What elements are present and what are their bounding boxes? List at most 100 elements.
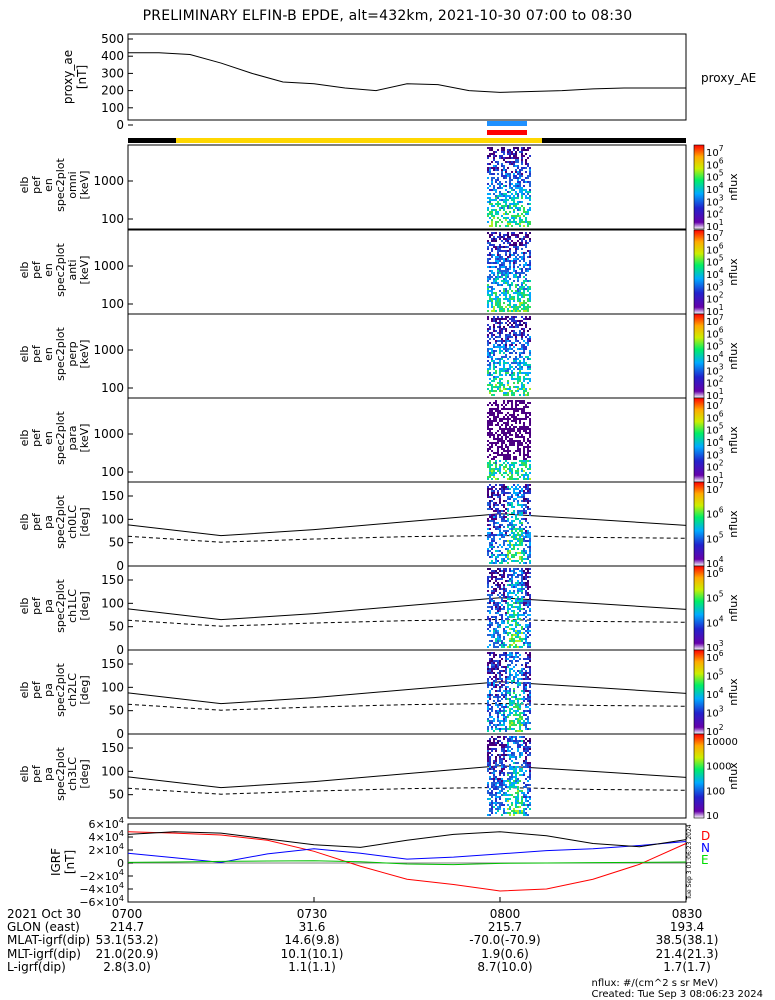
heatmap-cell	[507, 420, 509, 422]
heatmap-cell	[527, 662, 529, 664]
heatmap-cell	[507, 436, 509, 438]
heatmap-cell	[499, 578, 501, 580]
heatmap-cell	[523, 600, 525, 602]
heatmap-cell	[503, 558, 505, 560]
heatmap-cell	[503, 290, 505, 292]
footer-row-value: 0800	[489, 907, 521, 921]
heatmap-cell	[489, 298, 491, 300]
heatmap-cell	[515, 408, 517, 410]
heatmap-cell	[497, 203, 499, 205]
heatmap-cell	[515, 704, 517, 706]
heatmap-cell	[501, 704, 503, 706]
heatmap-cell	[523, 540, 525, 542]
heatmap-cell	[523, 668, 525, 670]
heatmap-cell	[519, 802, 521, 804]
heatmap-cell	[501, 454, 503, 456]
heatmap-cell	[503, 764, 505, 766]
loss-cone-line	[127, 681, 687, 705]
heatmap-cell	[493, 320, 495, 322]
heatmap-cell	[487, 428, 489, 430]
heatmap-cell	[509, 260, 511, 262]
heatmap-cell	[519, 768, 521, 770]
heatmap-cell	[521, 702, 523, 704]
heatmap-cell	[511, 644, 513, 646]
heatmap-cell	[511, 592, 513, 594]
heatmap-cell	[513, 808, 515, 810]
heatmap-cell	[505, 540, 507, 542]
heatmap-cell	[513, 544, 515, 546]
heatmap-cell	[527, 304, 529, 306]
heatmap-cell	[511, 478, 513, 480]
heatmap-cell	[507, 690, 509, 692]
heatmap-cell	[513, 185, 515, 187]
heatmap-cell	[493, 582, 495, 584]
heatmap-cell	[491, 215, 493, 217]
heatmap-cell	[509, 644, 511, 646]
heatmap-cell	[515, 400, 517, 402]
heatmap-cell	[497, 602, 499, 604]
heatmap-cell	[489, 792, 491, 794]
heatmap-cell	[511, 616, 513, 618]
panel-tick-label: 150	[101, 489, 124, 503]
heatmap-cell	[525, 472, 527, 474]
heatmap-cell	[521, 412, 523, 414]
heatmap-cell	[527, 546, 529, 548]
heatmap-cell	[517, 560, 519, 562]
heatmap-cell	[499, 670, 501, 672]
heatmap-cell	[487, 306, 489, 308]
heatmap-cell	[497, 268, 499, 270]
heatmap-cell	[499, 638, 501, 640]
heatmap-cell	[527, 792, 529, 794]
heatmap-cell	[499, 690, 501, 692]
heatmap-cell	[495, 432, 497, 434]
heatmap-cell	[527, 576, 529, 578]
heatmap-cell	[497, 666, 499, 668]
heatmap-cell	[515, 622, 517, 624]
heatmap-cell	[491, 520, 493, 522]
heatmap-cell	[501, 318, 503, 320]
side-timestamp: Tue Sep 3 01:06:23 2024	[686, 824, 693, 900]
heatmap-cell	[523, 330, 525, 332]
heatmap-cell	[491, 640, 493, 642]
heatmap-cell	[509, 782, 511, 784]
heatmap-cell	[525, 674, 527, 676]
heatmap-cell	[517, 618, 519, 620]
heatmap-cell	[511, 784, 513, 786]
heatmap-cell	[497, 262, 499, 264]
heatmap-cell	[529, 338, 531, 340]
heatmap-cell	[505, 252, 507, 254]
heatmap-cell	[509, 334, 511, 336]
heatmap-cell	[489, 714, 491, 716]
heatmap-cell	[519, 187, 521, 189]
heatmap-cell	[497, 788, 499, 790]
heatmap-cell	[495, 510, 497, 512]
heatmap-cell	[491, 554, 493, 556]
heatmap-cell	[519, 225, 521, 227]
heatmap-cell	[525, 510, 527, 512]
heatmap-cell	[515, 664, 517, 666]
igrf-tick-label: 4×104	[89, 828, 124, 844]
panel-ylabel-line: [deg]	[78, 591, 91, 620]
heatmap-cell	[487, 462, 489, 464]
heatmap-cell	[503, 788, 505, 790]
heatmap-cell	[517, 258, 519, 260]
heatmap-cell	[495, 572, 497, 574]
heatmap-cell	[491, 784, 493, 786]
heatmap-cell	[487, 672, 489, 674]
heatmap-cell	[491, 336, 493, 338]
heatmap-cell	[495, 408, 497, 410]
heatmap-cell	[521, 670, 523, 672]
heatmap-cell	[511, 520, 513, 522]
heatmap-cell	[493, 420, 495, 422]
heatmap-cell	[503, 250, 505, 252]
heatmap-cell	[497, 754, 499, 756]
heatmap-cell	[507, 340, 509, 342]
heatmap-cell	[513, 670, 515, 672]
heatmap-cell	[497, 282, 499, 284]
heatmap-cell	[499, 386, 501, 388]
heatmap-cell	[517, 298, 519, 300]
heatmap-cell	[509, 776, 511, 778]
heatmap-cell	[529, 550, 531, 552]
heatmap-cell	[487, 420, 489, 422]
heatmap-cell	[509, 784, 511, 786]
